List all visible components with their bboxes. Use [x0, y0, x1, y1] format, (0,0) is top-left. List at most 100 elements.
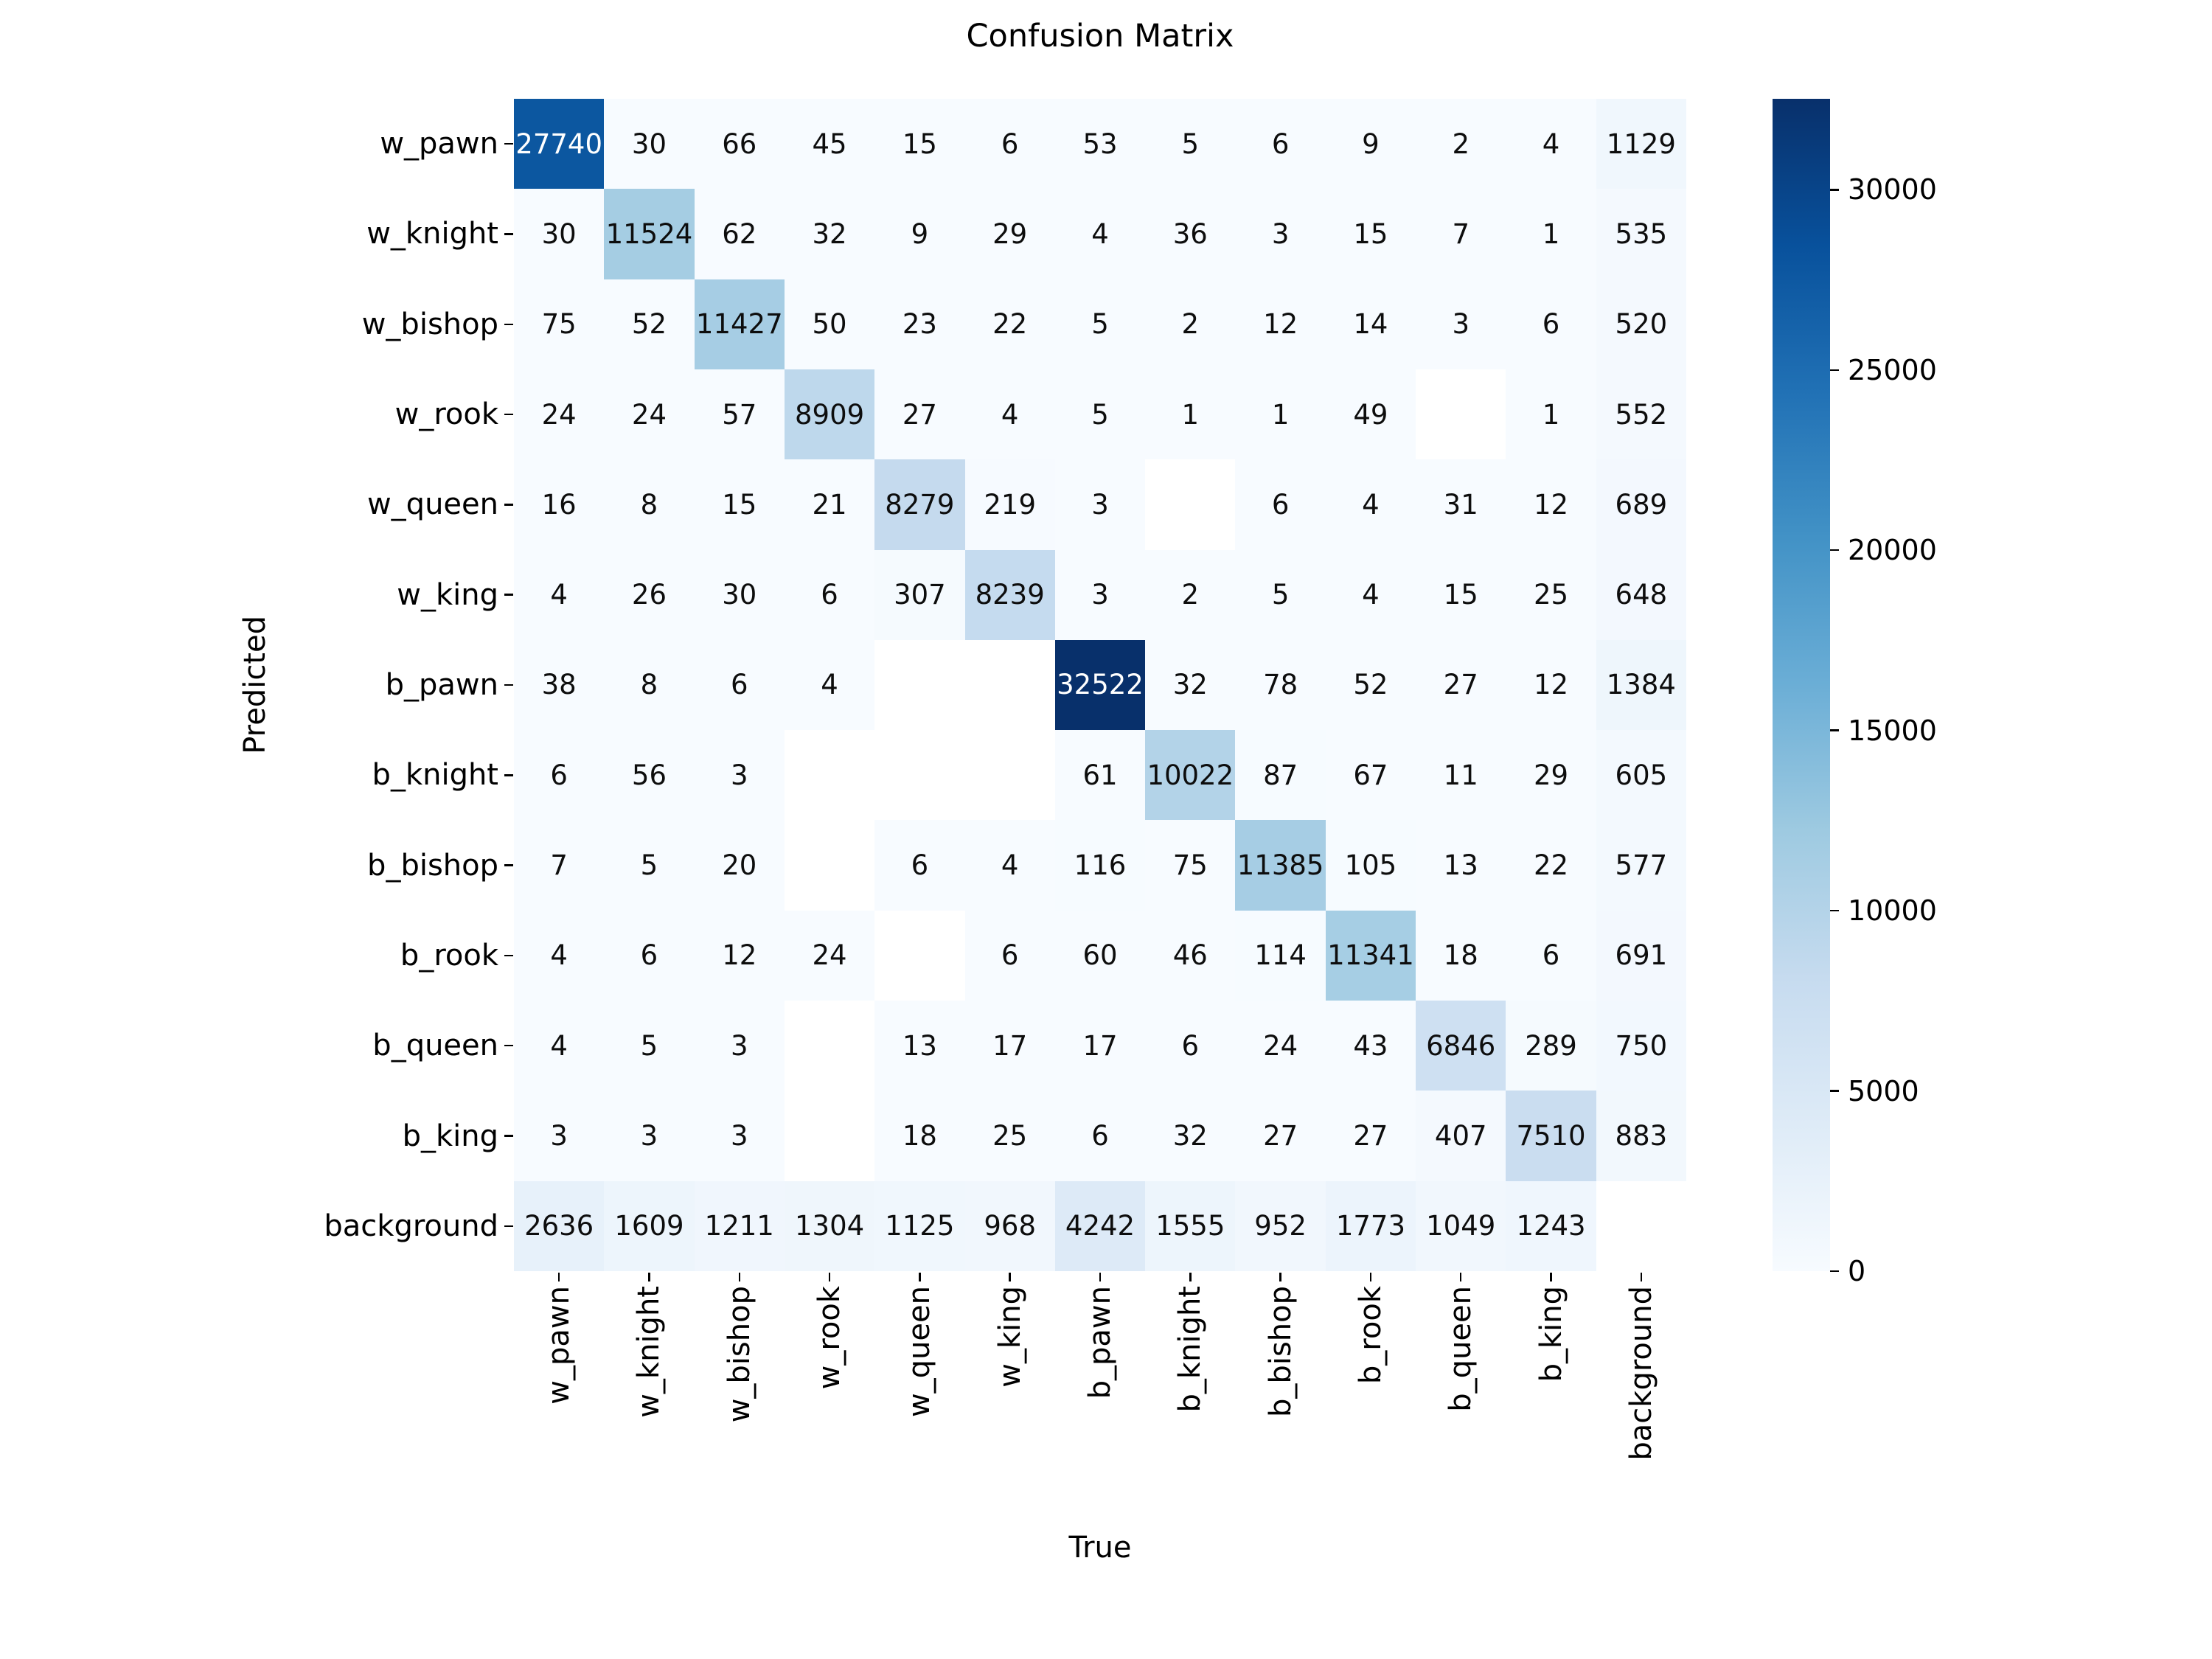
- heatmap-cell: 78: [1235, 639, 1326, 731]
- heatmap-cell: 6: [1235, 459, 1326, 550]
- x-tick-label: w_pawn: [542, 1286, 577, 1405]
- heatmap-cell: 27740: [514, 99, 605, 189]
- heatmap-cell: 3: [694, 1001, 785, 1091]
- heatmap-cell: 9: [1325, 99, 1416, 189]
- heatmap-cell: 114: [1235, 910, 1326, 1001]
- colorbar-tick: [1830, 549, 1839, 552]
- heatmap-cell: [874, 730, 965, 821]
- x-tick-label-wrap: w_pawn: [514, 1286, 604, 1405]
- heatmap-cell: 27: [1416, 639, 1506, 731]
- heatmap-cell: 25: [964, 1091, 1055, 1181]
- heatmap-cell: 407: [1416, 1091, 1506, 1181]
- colorbar-tick-label: 0: [1848, 1255, 1866, 1287]
- y-tick-label: w_king: [397, 577, 498, 612]
- heatmap-cell: 883: [1596, 1091, 1686, 1181]
- x-tick-label-wrap: b_pawn: [1055, 1286, 1145, 1399]
- y-tick-label: w_queen: [366, 487, 498, 522]
- heatmap-cell: 552: [1596, 369, 1686, 460]
- heatmap-cell: 27: [1235, 1091, 1326, 1181]
- y-tick-label: b_queen: [372, 1029, 498, 1063]
- colorbar-gradient: [1773, 99, 1830, 1271]
- colorbar-tick: [1830, 1090, 1839, 1092]
- heatmap-cell: 750: [1596, 1001, 1686, 1091]
- heatmap-cell: 62: [694, 189, 785, 279]
- chart-title: Confusion Matrix: [966, 18, 1234, 55]
- y-tick-label: background: [324, 1208, 498, 1243]
- axis-tick: [1279, 1273, 1281, 1281]
- axis-tick: [504, 233, 513, 235]
- x-tick-label: w_king: [992, 1286, 1027, 1388]
- heatmap-cell: 15: [694, 459, 785, 550]
- heatmap-cell: 5: [1054, 369, 1146, 460]
- heatmap-cell: 75: [514, 279, 605, 369]
- heatmap-cell: 6: [1145, 1001, 1236, 1091]
- x-tick-label: b_king: [1534, 1286, 1568, 1382]
- heatmap-cell: 21: [784, 459, 875, 550]
- heatmap-cell: 648: [1596, 549, 1686, 640]
- axis-tick: [557, 1273, 560, 1281]
- heatmap-cell: 952: [1235, 1180, 1326, 1271]
- axis-tick: [1009, 1273, 1011, 1281]
- heatmap-cell: 689: [1596, 459, 1686, 550]
- x-tick-label-wrap: w_knight: [604, 1286, 694, 1418]
- x-tick-label-wrap: w_rook: [785, 1286, 874, 1389]
- axis-tick: [504, 684, 513, 686]
- heatmap-cell: 1384: [1596, 639, 1686, 731]
- heatmap-cell: 968: [964, 1180, 1055, 1271]
- heatmap-cell: 9: [874, 189, 965, 279]
- heatmap-cell: 1: [1235, 369, 1326, 460]
- heatmap-cell: 12: [1506, 459, 1596, 550]
- heatmap-cell: [1596, 1180, 1686, 1271]
- heatmap-cell: 1304: [784, 1180, 875, 1271]
- heatmap-cell: 32: [784, 189, 875, 279]
- heatmap-cell: 5: [604, 820, 695, 911]
- heatmap-cell: 4: [514, 549, 605, 640]
- heatmap-cell: 15: [1416, 549, 1506, 640]
- x-tick-label-wrap: background: [1596, 1286, 1686, 1461]
- heatmap-cell: 49: [1325, 369, 1416, 460]
- heatmap-cell: 10022: [1145, 730, 1236, 821]
- heatmap-cell: 219: [964, 459, 1055, 550]
- heatmap-cell: 27: [1325, 1091, 1416, 1181]
- y-tick-label: b_knight: [372, 758, 498, 793]
- heatmap-cell: 1: [1506, 189, 1596, 279]
- heatmap-cell: 87: [1235, 730, 1326, 821]
- axis-tick: [828, 1273, 831, 1281]
- heatmap-cell: 8: [604, 459, 695, 550]
- heatmap-cell: [1416, 369, 1506, 460]
- heatmap-cell: [964, 639, 1055, 731]
- heatmap-cell: 29: [1506, 730, 1596, 821]
- heatmap-cell: 4242: [1054, 1180, 1146, 1271]
- heatmap-cell: 4: [514, 910, 605, 1001]
- x-tick-label: b_bishop: [1263, 1286, 1298, 1417]
- heatmap-cell: 6846: [1416, 1001, 1506, 1091]
- x-tick-label-wrap: b_bishop: [1235, 1286, 1325, 1417]
- heatmap-cell: 1: [1145, 369, 1236, 460]
- axis-tick: [919, 1273, 921, 1281]
- heatmap-cell: 24: [604, 369, 695, 460]
- heatmap-cell: 6: [964, 99, 1055, 189]
- heatmap-cell: 4: [784, 639, 875, 731]
- heatmap-cell: 11341: [1325, 910, 1416, 1001]
- x-tick-label: b_knight: [1173, 1286, 1208, 1413]
- heatmap-cell: 60: [1054, 910, 1146, 1001]
- heatmap-cell: 20: [694, 820, 785, 911]
- heatmap-cell: 14: [1325, 279, 1416, 369]
- heatmap-cell: 67: [1325, 730, 1416, 821]
- x-tick-label: w_queen: [902, 1286, 937, 1418]
- heatmap-cell: 1609: [604, 1180, 695, 1271]
- heatmap-cell: 1129: [1596, 99, 1686, 189]
- heatmap-grid: 27740 30 66 45 15 6 53 5 6 9 2 4 1129 30 11524 62 32 9 29 4…: [514, 99, 1686, 1271]
- heatmap-cell: 7: [1416, 189, 1506, 279]
- heatmap-cell: 4: [514, 1001, 605, 1091]
- x-tick-label: b_pawn: [1082, 1286, 1117, 1399]
- heatmap-cell: 24: [784, 910, 875, 1001]
- heatmap-cell: 12: [694, 910, 785, 1001]
- colorbar-tick: [1830, 1270, 1839, 1273]
- heatmap-cell: 11427: [694, 279, 785, 369]
- axis-tick: [504, 142, 513, 145]
- heatmap-cell: 7510: [1506, 1091, 1596, 1181]
- axis-tick: [648, 1273, 650, 1281]
- colorbar-tick-label: 5000: [1848, 1074, 1919, 1107]
- x-tick-label-wrap: b_rook: [1326, 1286, 1416, 1384]
